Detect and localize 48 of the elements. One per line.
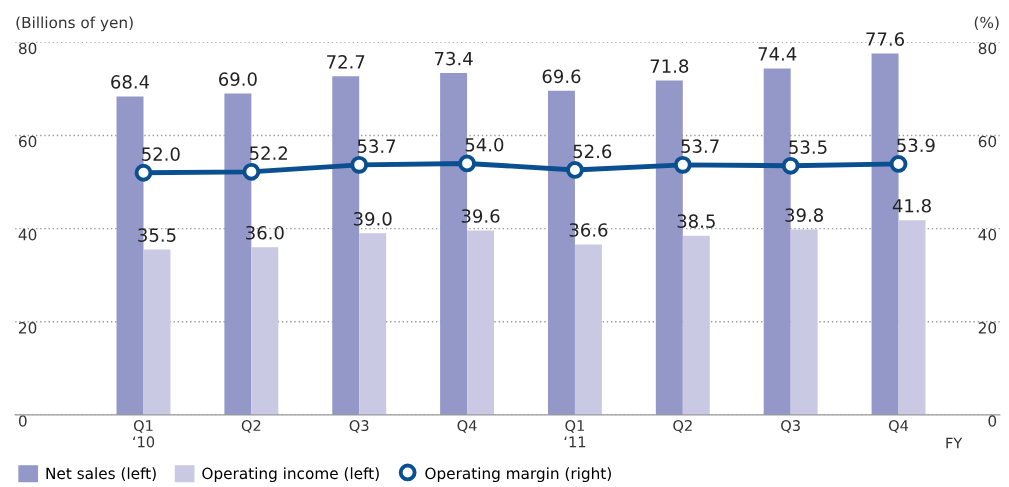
y-tick-label: 0	[18, 415, 27, 427]
data-label: 53.7	[681, 139, 719, 154]
data-label: 38.5	[677, 214, 715, 228]
y2-tick-label: 60	[978, 135, 997, 148]
x-tick-label: Q2	[241, 420, 261, 433]
data-label: 35.5	[138, 228, 176, 242]
y-tick-label: 20	[19, 322, 37, 334]
legend-label: Operating margin (right)	[425, 467, 611, 483]
x-tick-label: Q3	[349, 420, 369, 433]
data-label: 77.6	[866, 32, 905, 46]
data-label: 54.0	[465, 137, 504, 152]
data-label: 53.5	[789, 140, 827, 154]
data-label: 52.2	[249, 146, 287, 160]
data-label: 73.4	[434, 51, 473, 66]
x-axis-title: FY	[946, 437, 963, 449]
y2-tick-label: 20	[978, 322, 997, 334]
y-tick-label: 80	[18, 42, 37, 55]
legend-label: Operating income (left)	[202, 467, 379, 483]
x-tick-label: Q2	[673, 420, 692, 433]
y2-tick-label: 40	[978, 228, 997, 241]
y2-tick-label: 80	[978, 42, 997, 55]
data-label: 72.7	[327, 55, 365, 69]
data-label: 53.9	[897, 138, 935, 153]
data-label: 53.7	[357, 139, 396, 154]
y-tick-label: 60	[18, 135, 37, 148]
x-tick-label: Q1 ‘10	[133, 420, 155, 448]
data-label: 69.6	[542, 69, 581, 84]
y2-axis-title: (%)	[974, 16, 999, 31]
legend-label: Net sales (left)	[46, 467, 156, 481]
data-label: 52.0	[142, 147, 180, 161]
x-tick-label: Q4	[457, 420, 477, 433]
data-label: 41.8	[892, 198, 931, 213]
x-tick-label: Q3	[781, 420, 800, 433]
y-axis-title: (Billions of yen)	[16, 16, 133, 32]
y-tick-label: 40	[18, 228, 37, 241]
data-label: 39.8	[785, 208, 824, 222]
data-label: 68.4	[111, 75, 150, 89]
x-tick-label: Q4	[888, 420, 909, 433]
y2-tick-label: 0	[988, 415, 997, 427]
data-label: 36.6	[569, 223, 608, 237]
data-label: 69.0	[219, 72, 257, 86]
data-label: 36.0	[246, 225, 284, 240]
data-label: 71.8	[650, 59, 689, 73]
data-label: 52.6	[573, 144, 612, 159]
data-label: 39.0	[353, 211, 392, 226]
x-tick-label: Q1 ‘11	[564, 420, 586, 448]
data-label: 74.4	[758, 47, 797, 61]
data-label: 39.6	[461, 209, 500, 223]
